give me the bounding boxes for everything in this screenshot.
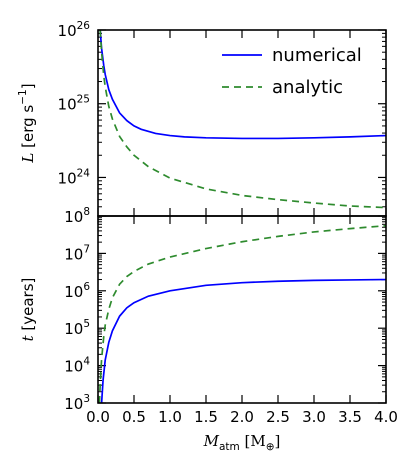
y-tick-label: 103 <box>64 393 90 413</box>
top-y-axis-label: L [erg s−1] <box>17 83 37 163</box>
x-tick-label: 2.5 <box>266 408 290 426</box>
legend-label-numerical: numerical <box>272 45 362 66</box>
x-tick-label: 3.5 <box>338 408 362 426</box>
legend: numerical analytic <box>222 45 362 98</box>
y-tick-base: 10 <box>58 169 77 187</box>
legend-label-analytic: analytic <box>272 77 343 98</box>
series-line-numerical <box>99 30 386 140</box>
y-tick-base: 10 <box>58 22 77 40</box>
y-tick-label: 105 <box>64 318 90 338</box>
y-tick-exp: 4 <box>83 356 90 368</box>
y-tick-label: 1024 <box>58 167 91 187</box>
bottom-y-axis-label: t [years] <box>19 278 37 342</box>
y-tick-label: 104 <box>64 356 90 376</box>
y-tick-label: 108 <box>64 206 90 226</box>
x-tick-label: 0.0 <box>86 408 110 426</box>
y-tick-label: 107 <box>64 243 90 263</box>
y-tick-base: 10 <box>64 395 83 413</box>
x-tick-label: 2.0 <box>230 408 254 426</box>
series-line-numerical <box>100 278 386 403</box>
y-tick-base: 10 <box>64 320 83 338</box>
x-tick-label: 0.5 <box>122 408 146 426</box>
y-tick-exp: 7 <box>83 243 90 255</box>
y-tick-label: 1025 <box>58 94 90 114</box>
y-tick-base: 10 <box>64 245 83 263</box>
x-tick-label: 3.0 <box>302 408 326 426</box>
y-tick-label: 106 <box>64 281 90 301</box>
x-axis-label: Matm [M⊕] <box>203 432 281 453</box>
y-tick-exp: 24 <box>77 167 91 179</box>
y-tick-exp: 8 <box>83 206 90 218</box>
x-tick-label: 1.5 <box>194 408 218 426</box>
y-tick-exp: 3 <box>83 393 90 405</box>
y-tick-exp: 6 <box>83 281 90 293</box>
series-line-analytic <box>99 30 386 209</box>
y-tick-base: 10 <box>64 283 83 301</box>
series-line-analytic <box>98 224 386 403</box>
y-tick-base: 10 <box>64 358 83 376</box>
x-tick-label: 1.0 <box>158 408 182 426</box>
y-tick-exp: 5 <box>83 318 90 330</box>
y-tick-base: 10 <box>64 208 83 226</box>
y-tick-exp: 25 <box>77 94 90 106</box>
x-tick-label: 4.0 <box>374 408 398 426</box>
plot-frame <box>97 215 387 404</box>
y-tick-label: 1026 <box>58 20 91 40</box>
y-tick-base: 10 <box>58 96 77 114</box>
y-tick-exp: 26 <box>77 20 91 32</box>
